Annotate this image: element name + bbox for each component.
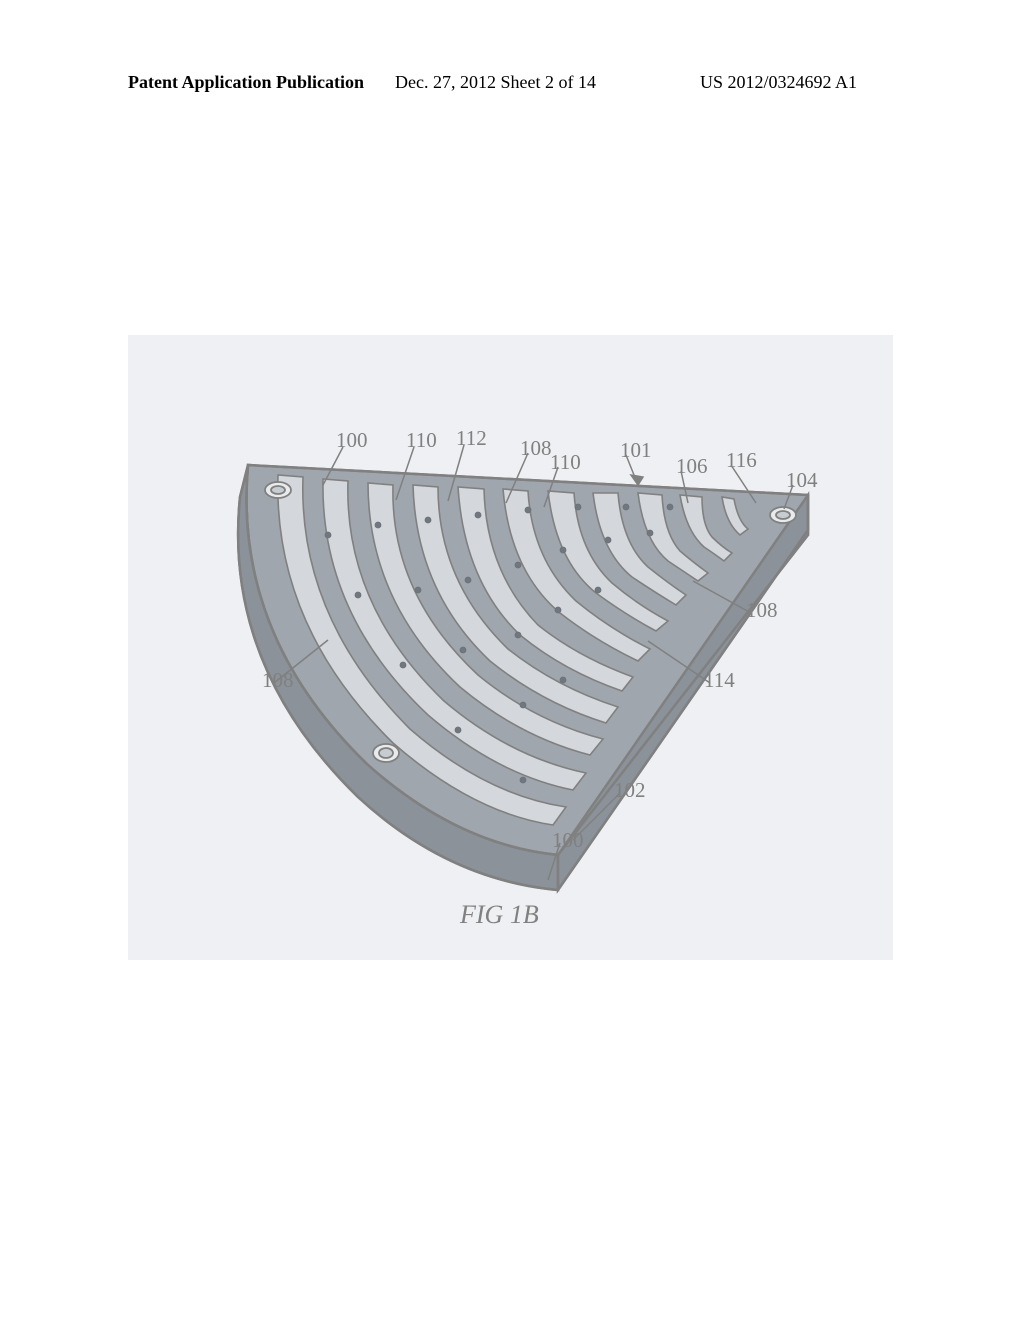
header-date-sheet: Dec. 27, 2012 Sheet 2 of 14	[395, 72, 596, 93]
callout-100-top: 100	[336, 428, 368, 453]
callout-102: 102	[614, 778, 646, 803]
figure-caption: FIG 1B	[460, 900, 539, 930]
header-pubno: US 2012/0324692 A1	[700, 72, 857, 93]
callout-116: 116	[726, 448, 757, 473]
callout-106: 106	[676, 454, 708, 479]
callout-108-right: 108	[746, 598, 778, 623]
callout-104: 104	[786, 468, 818, 493]
callout-101: 101	[620, 438, 652, 463]
figure-1b-drawing	[128, 335, 893, 960]
header-left: Patent Application Publication	[128, 72, 364, 93]
callout-108-top: 108	[520, 436, 552, 461]
callout-110-a: 110	[406, 428, 437, 453]
callout-100-bottom: 100	[552, 828, 584, 853]
callout-110-b: 110	[550, 450, 581, 475]
callout-114: 114	[704, 668, 735, 693]
callout-108-left: 108	[262, 668, 294, 693]
callout-112: 112	[456, 426, 487, 451]
